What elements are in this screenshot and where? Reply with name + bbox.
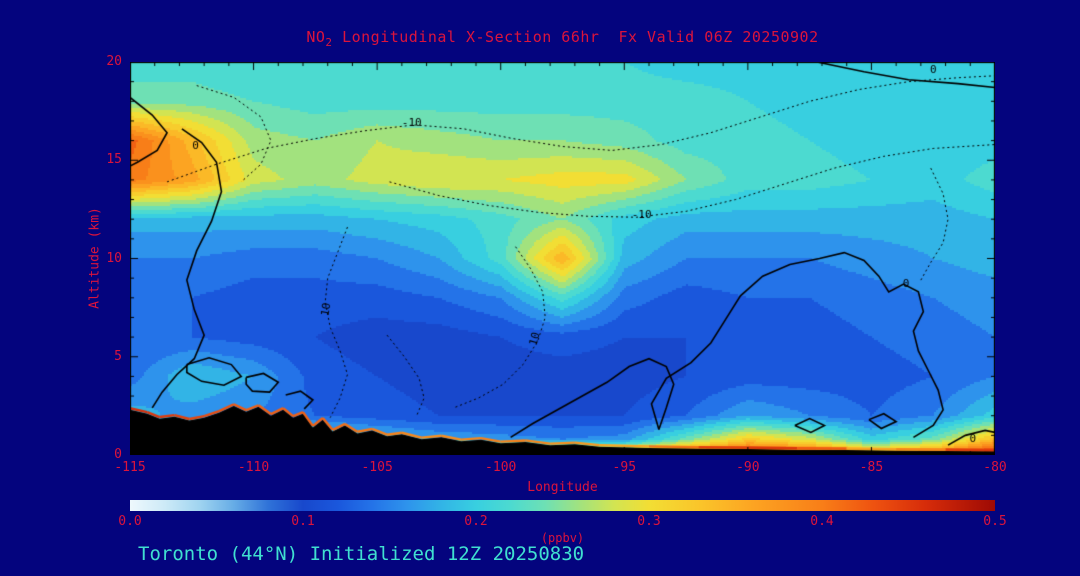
plot-area [130,62,995,455]
colorbar-tick-label: 0.4 [810,514,834,529]
colorbar-tick-label: 0.0 [118,514,142,529]
x-tick-label: -95 [612,460,637,475]
y-tick-label: 15 [106,152,122,168]
x-tick-label: -80 [983,460,1007,475]
y-tick-label: 10 [106,250,122,266]
plot-title-text: Longitudinal X-Section 66hr Fx Valid 06Z… [332,28,819,46]
x-tick-label: -85 [859,460,884,475]
no2-xsection-heatmap [130,62,995,455]
colorbar [130,500,995,511]
x-tick-label: -110 [237,460,270,475]
init-info-label: Toronto (44°N) Initialized 12Z 20250830 [138,543,585,565]
plot-title: NO2 Longitudinal X-Section 66hr Fx Valid… [130,28,995,49]
colorbar-tick-label: 0.2 [464,514,488,529]
x-tick-label: -115 [114,460,146,475]
plot-title-species: NO [306,28,326,46]
x-tick-label: -90 [736,460,760,475]
colorbar-units-label: (ppbv) [540,531,585,545]
y-tick-label: 5 [114,348,122,364]
colorbar-tick-label: 0.1 [291,514,315,529]
x-tick-label: -105 [361,460,393,475]
colorbar-tick-label: 0.3 [637,514,661,529]
x-tick-label: -100 [485,460,517,475]
x-axis-title: Longitude [527,480,598,495]
colorbar-tick-label: 0.5 [983,514,1007,529]
y-tick-label: 0 [114,447,122,462]
plot-title-species-subscript: 2 [325,36,333,49]
y-tick-label: 20 [106,54,122,69]
